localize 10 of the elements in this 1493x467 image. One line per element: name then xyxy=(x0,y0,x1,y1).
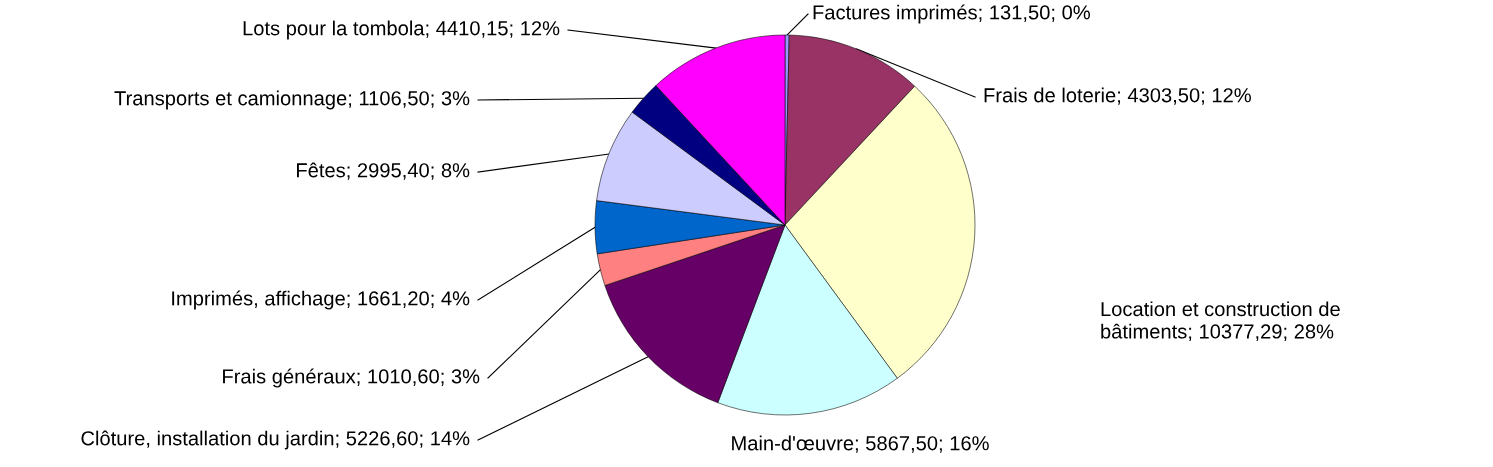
slice-label: Lots pour la tombola; 4410,15; 12% xyxy=(243,20,560,40)
slice-label: Main-d'œuvre; 5867,50; 16% xyxy=(732,435,989,453)
slice-label: Fêtes; 2995,40; 8% xyxy=(297,162,470,180)
slice-label: Transports et camionnage; 1106,50; 3% xyxy=(114,90,470,110)
slice-label: Frais généraux; 1010,60; 3% xyxy=(223,368,480,388)
slice-label: Factures imprimés; 131,50; 0% xyxy=(813,4,1090,24)
slice-label: Imprimés, affichage; 1661,20; 4% xyxy=(172,290,470,310)
slice-label: Frais de loterie; 4303,50; 12% xyxy=(984,87,1251,105)
slice-label: Clôture, installation du jardin; 5226,60; 14% xyxy=(81,430,470,450)
slice-label: Location et construction de bâtiments; 10377,29; 28% xyxy=(1101,301,1340,341)
